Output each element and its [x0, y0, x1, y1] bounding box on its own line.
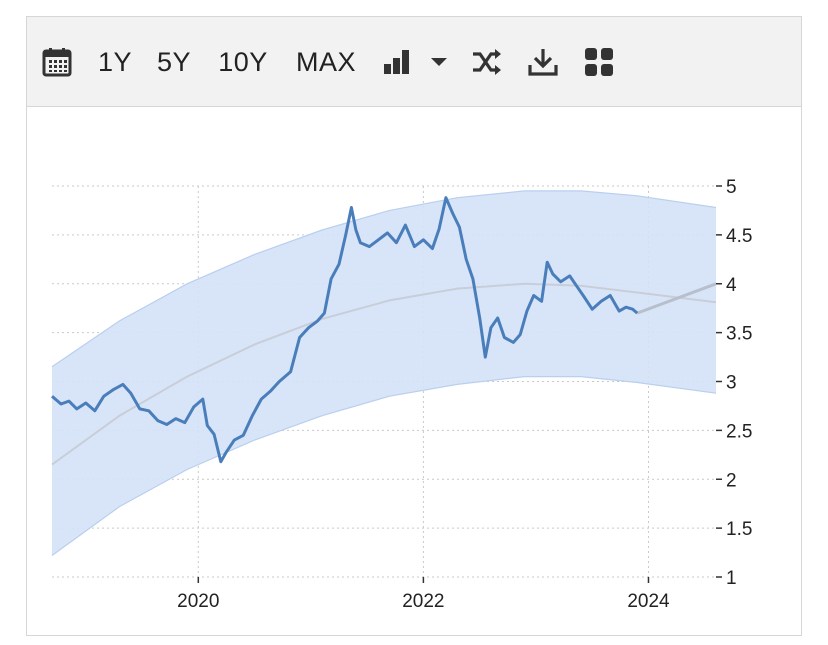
y-tick-label: 3: [726, 373, 737, 394]
calendar-icon[interactable]: [37, 17, 77, 107]
trend-line: [51, 282, 717, 466]
y-tick-label: 1.5: [726, 519, 752, 540]
x-tick-label: 2020: [177, 591, 219, 612]
range-10y-button[interactable]: 10Y: [218, 46, 268, 77]
toolbar: 1Y 5Y 10Y MAX: [27, 17, 801, 107]
forecast-band: [52, 190, 716, 556]
band-upper-edge: [51, 190, 717, 368]
x-tick-label: 2024: [627, 591, 670, 612]
forecast-line: [636, 282, 717, 315]
y-tick-label: 4: [726, 275, 737, 296]
band-lower-edge: [51, 376, 717, 556]
download-icon[interactable]: [523, 17, 563, 107]
shuffle-icon[interactable]: [467, 17, 507, 107]
y-tick-label: 4.5: [726, 226, 752, 247]
range-5y-button[interactable]: 5Y: [156, 46, 192, 77]
caret-down-icon[interactable]: [425, 17, 453, 107]
y-tick-label: 5: [726, 177, 737, 198]
x-tick-label: 2022: [402, 591, 444, 612]
y-tick-label: 2.5: [726, 421, 752, 442]
range-1y-button[interactable]: 1Y: [97, 46, 133, 77]
y-tick-label: 3.5: [726, 324, 752, 345]
y-tick-label: 1: [726, 568, 737, 589]
bar-chart-icon[interactable]: [379, 17, 415, 107]
y-tick-label: 2: [726, 470, 737, 491]
series-line: [51, 196, 639, 464]
grid-icon[interactable]: [579, 17, 619, 107]
range-max-button[interactable]: MAX: [295, 46, 356, 77]
